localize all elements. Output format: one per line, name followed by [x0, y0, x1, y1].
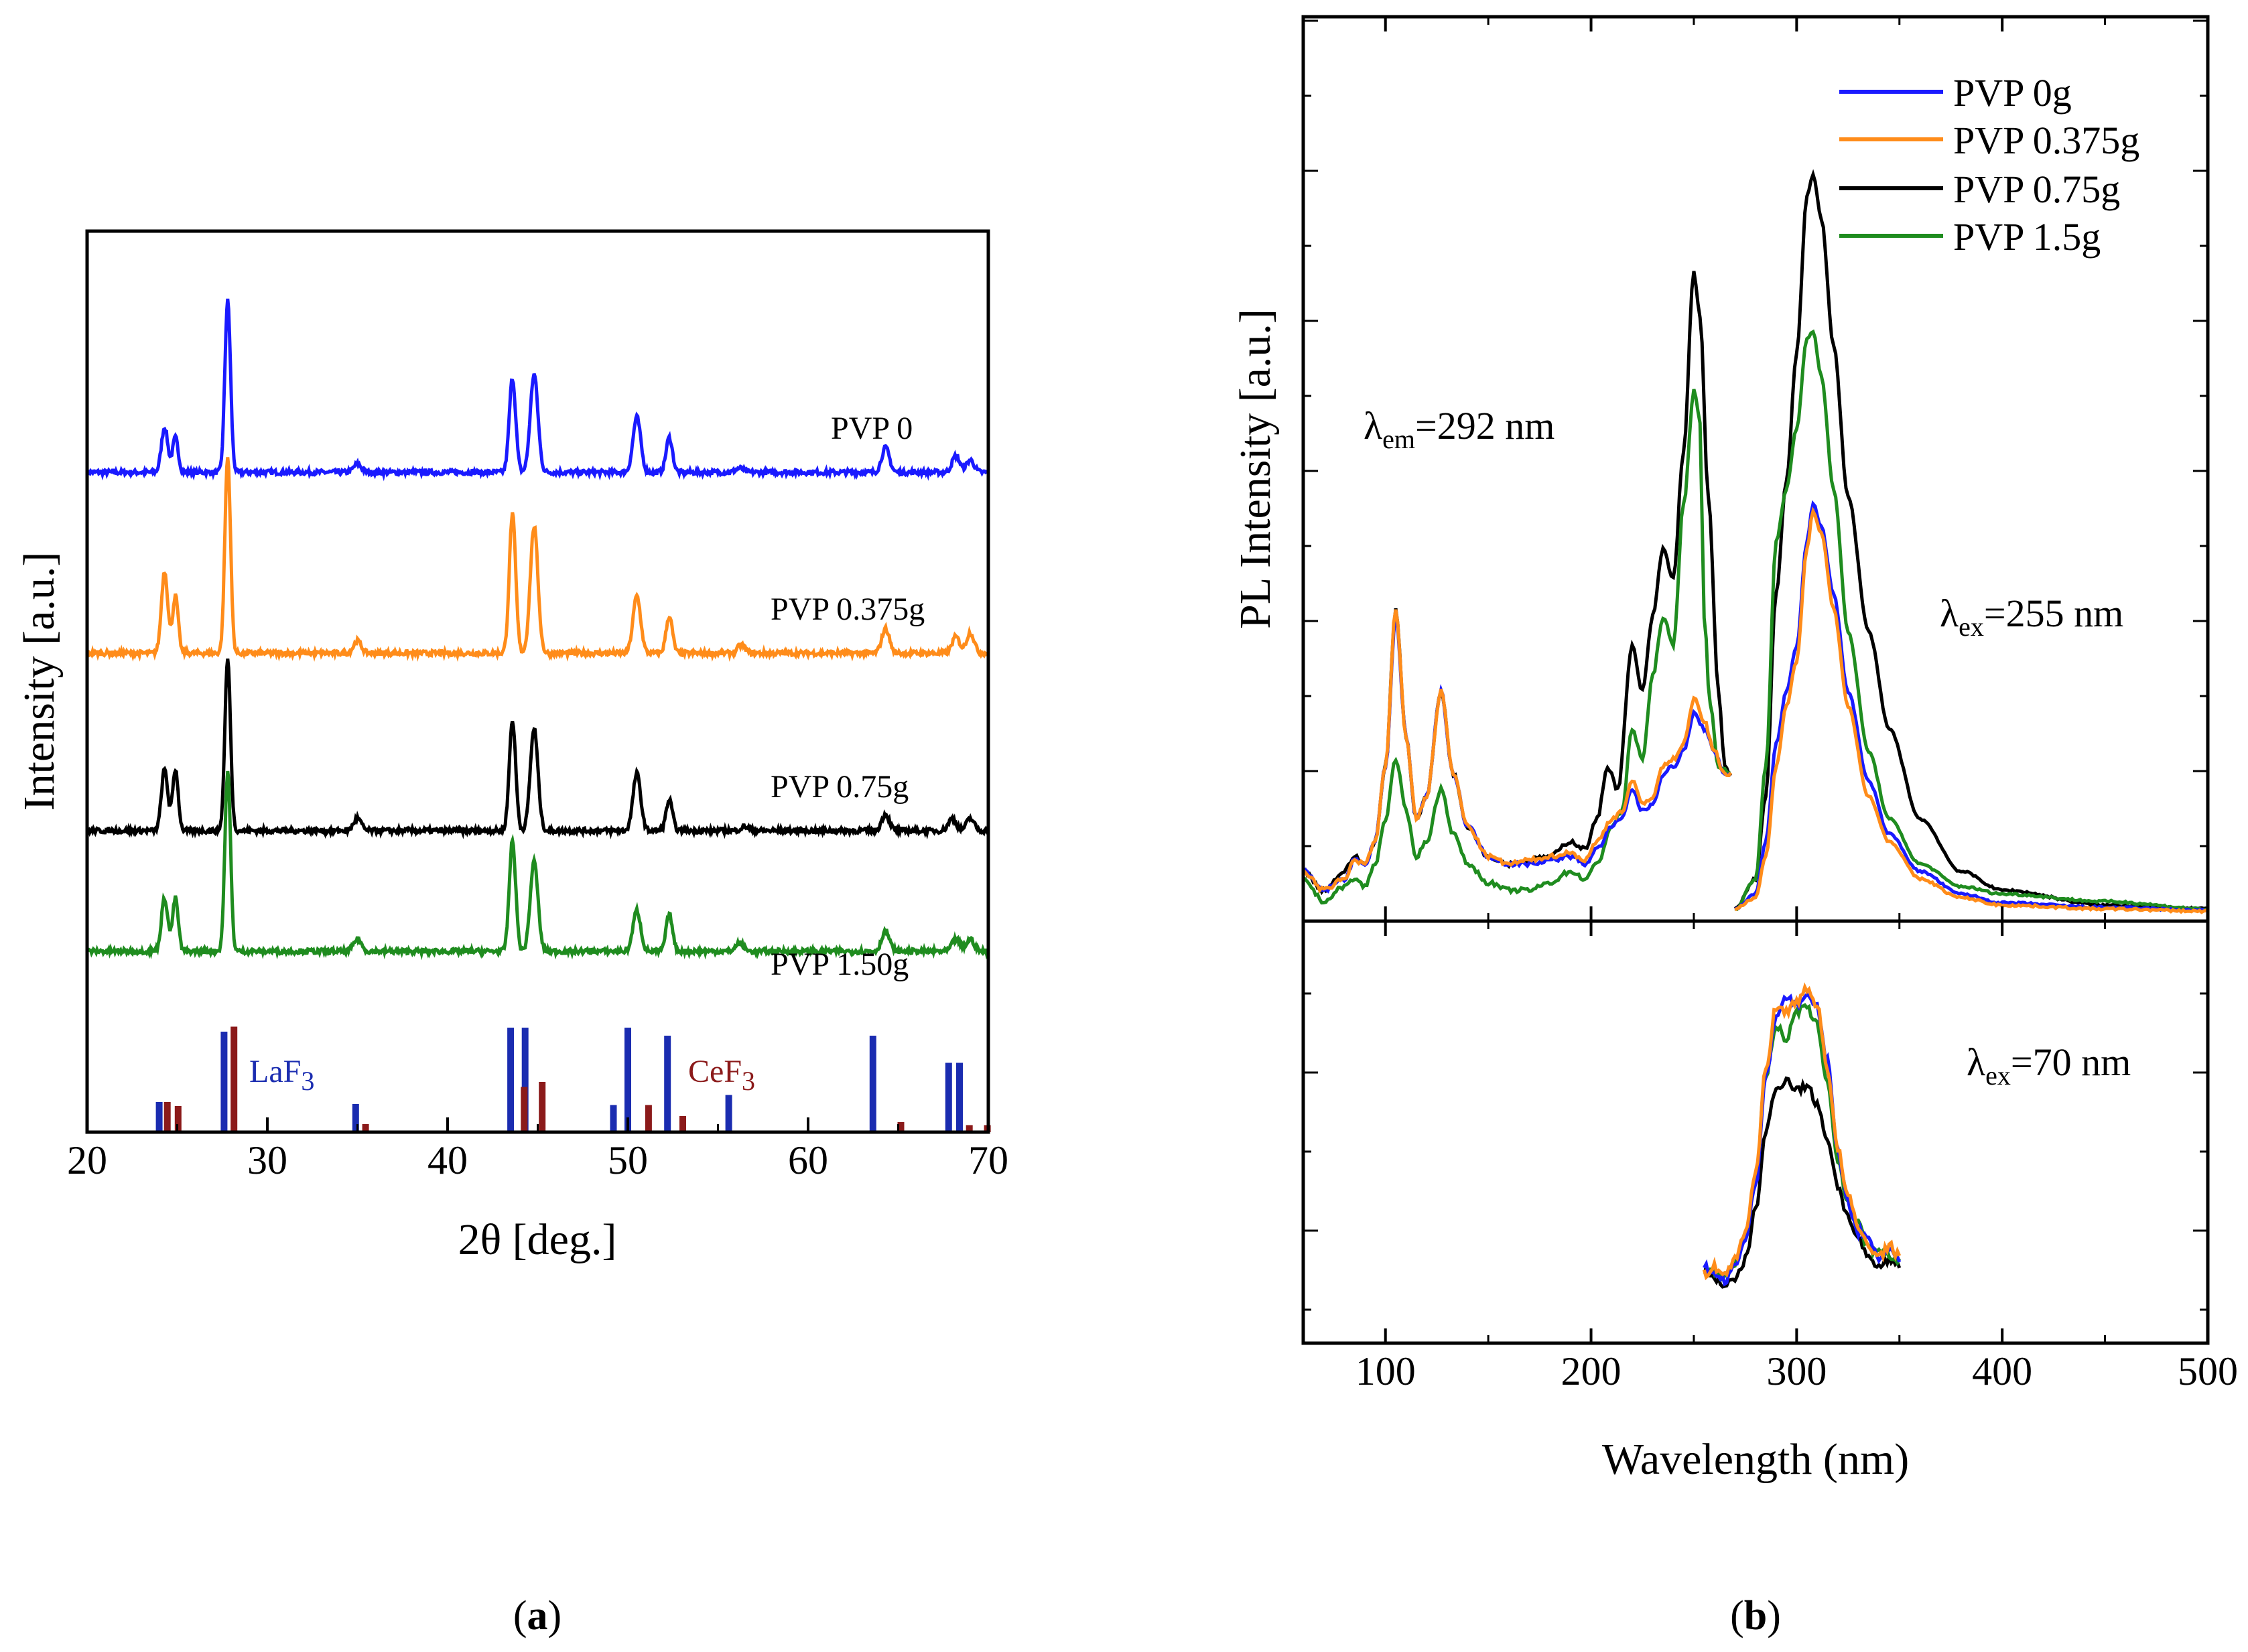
- laf3-ref-bar: [725, 1095, 732, 1132]
- panel-b-x-tick-label: 400: [1972, 1349, 2032, 1393]
- annotation-lambda-em-rest: =292 nm: [1415, 404, 1555, 448]
- cef3-ref-bar: [163, 1102, 171, 1132]
- panel-b-x-tick-label: 200: [1561, 1349, 1622, 1393]
- laf3-ref-bar: [155, 1102, 163, 1132]
- panel-a-y-axis-title: Intensity [a.u.]: [15, 552, 64, 811]
- curve-label-pvp-0375: PVP 0.375g: [771, 592, 925, 627]
- laf3-label: LaF3: [249, 1054, 314, 1096]
- laf3-ref-bar: [521, 1028, 529, 1132]
- curve-label-pvp-0: PVP 0: [831, 411, 913, 446]
- panel-a-series-group: [85, 298, 990, 961]
- annotation-lambda-ex-70-base: λ: [1967, 1040, 1985, 1084]
- annotation-lambda-em: λem=292 nm: [1364, 404, 1555, 454]
- panel-b-y-axis-title: PL Intensity [a.u.]: [1231, 309, 1280, 629]
- cef3-label-base: CeF: [688, 1054, 742, 1089]
- cef3-ref-bar: [897, 1122, 905, 1132]
- annotation-lambda-ex-255: λex=255 nm: [1940, 592, 2123, 642]
- laf3-ref-bar: [869, 1036, 876, 1132]
- panel-a-x-axis-title: 2θ [deg.]: [458, 1215, 617, 1264]
- panel-b-label-open: (: [1730, 1593, 1744, 1639]
- panel-a-xrd: 20 30 40 50 60 70 PVP 0 PVP 0.375g PVP 0.75g …: [15, 229, 1008, 1639]
- pl-emission-pvp-1-5g: [1734, 329, 2208, 912]
- panel-a-label-open: (: [513, 1593, 527, 1639]
- laf3-ref-bar: [220, 1032, 228, 1132]
- panel-b-x-tick-label: 500: [2178, 1349, 2238, 1393]
- cef3-ref-bar: [679, 1116, 686, 1132]
- legend: PVP 0g PVP 0.375g PVP 0.75g PVP 1.5g: [1839, 71, 2139, 259]
- panel-a-x-tick-label: 40: [427, 1138, 468, 1182]
- laf3-ref-bar: [945, 1062, 952, 1132]
- panel-b-label-letter: b: [1744, 1593, 1767, 1639]
- legend-label-pvp-0375g: PVP 0.375g: [1953, 119, 2139, 162]
- panel-a-x-tick-label: 20: [67, 1138, 107, 1182]
- xrd-series-pvp-0-75g: [85, 658, 990, 840]
- panel-b-ticks: 100 200 300 400 500: [1303, 17, 2238, 1393]
- cef3-ref-bar: [174, 1106, 182, 1132]
- panel-a-x-ticks: 20 30 40 50 60 70: [67, 1117, 1008, 1182]
- cef3-ref-bar: [230, 1026, 238, 1132]
- laf3-ref-bar: [352, 1104, 359, 1132]
- laf3-ref-bar: [624, 1028, 631, 1132]
- xrd-series-pvp-0: [85, 298, 990, 482]
- panel-a-x-tick-label: 30: [247, 1138, 287, 1182]
- panel-b-x-tick-label: 100: [1356, 1349, 1416, 1393]
- panel-b-pl: 100 200 300 400 500 PVP 0g PVP 0.375g PVP 0.…: [1231, 15, 2238, 1639]
- annotation-lambda-ex-70: λex=70 nm: [1967, 1040, 2131, 1091]
- panel-b-bottom-series-group: [1702, 982, 1902, 1289]
- panel-a-label: (a): [513, 1593, 561, 1639]
- annotation-lambda-ex-255-base: λ: [1940, 592, 1959, 635]
- pl-emission-pvp-0-375g: [1734, 506, 2208, 914]
- pl-vuv-excitation-pvp-0g: [1703, 991, 1902, 1287]
- laf3-label-sub: 3: [301, 1066, 314, 1096]
- panel-b-x-axis-title: Wavelength (nm): [1602, 1435, 1909, 1484]
- panel-b-frame: [1301, 15, 2210, 1345]
- laf3-ref-bar: [664, 1036, 671, 1132]
- panel-b-top-series-group: [1302, 169, 2208, 914]
- laf3-label-base: LaF: [249, 1054, 301, 1089]
- pl-vuv-excitation-pvp-0-375g: [1702, 982, 1902, 1280]
- panel-b-label: (b): [1730, 1593, 1781, 1639]
- annotation-lambda-ex-255-sub: ex: [1959, 612, 1984, 642]
- cef3-ref-bar: [521, 1087, 528, 1132]
- laf3-ref-bar: [610, 1105, 617, 1132]
- panel-a-x-tick-label: 50: [608, 1138, 648, 1182]
- cef3-ref-bar: [966, 1125, 973, 1132]
- panel-a-label-close: ): [548, 1593, 562, 1639]
- xrd-series-pvp-1-50g: [85, 770, 990, 961]
- cef3-label: CeF3: [688, 1054, 755, 1096]
- laf3-ref-bar: [507, 1028, 515, 1132]
- pl-excitation-pvp-1-5g: [1302, 389, 1732, 905]
- annotation-lambda-ex-70-rest: =70 nm: [2011, 1040, 2131, 1084]
- annotation-lambda-ex-255-rest: =255 nm: [1984, 592, 2123, 635]
- laf3-ref-bar: [956, 1062, 963, 1132]
- cef3-ref-bar: [539, 1082, 546, 1132]
- curve-label-pvp-075: PVP 0.75g: [771, 769, 909, 805]
- cef3-ref-bar: [645, 1105, 652, 1132]
- panel-b-label-close: ): [1767, 1593, 1781, 1639]
- panel-a-label-letter: a: [527, 1593, 548, 1639]
- annotation-lambda-ex-70-sub: ex: [1985, 1060, 2011, 1091]
- annotation-lambda-em-sub: em: [1382, 424, 1415, 454]
- xrd-series-pvp-0-375g: [85, 457, 990, 663]
- panel-a-x-tick-label: 70: [968, 1138, 1008, 1182]
- pl-emission-pvp-0g: [1734, 500, 2208, 913]
- pl-vuv-excitation-pvp-0-75g: [1703, 1076, 1902, 1289]
- curve-label-pvp-150: PVP 1.50g: [771, 947, 909, 982]
- pl-excitation-pvp-0-375g: [1302, 609, 1733, 894]
- cef3-label-sub: 3: [742, 1066, 755, 1096]
- legend-label-pvp-15g: PVP 1.5g: [1953, 215, 2101, 259]
- panel-b-x-tick-label: 300: [1766, 1349, 1827, 1393]
- panel-a-x-tick-label: 60: [788, 1138, 828, 1182]
- annotation-lambda-em-base: λ: [1364, 404, 1382, 448]
- legend-label-pvp-0g: PVP 0g: [1953, 71, 2072, 115]
- cef3-ref-bar: [362, 1124, 369, 1132]
- panel-a-reference-bars: [155, 1026, 991, 1132]
- legend-label-pvp-075g: PVP 0.75g: [1953, 167, 2120, 211]
